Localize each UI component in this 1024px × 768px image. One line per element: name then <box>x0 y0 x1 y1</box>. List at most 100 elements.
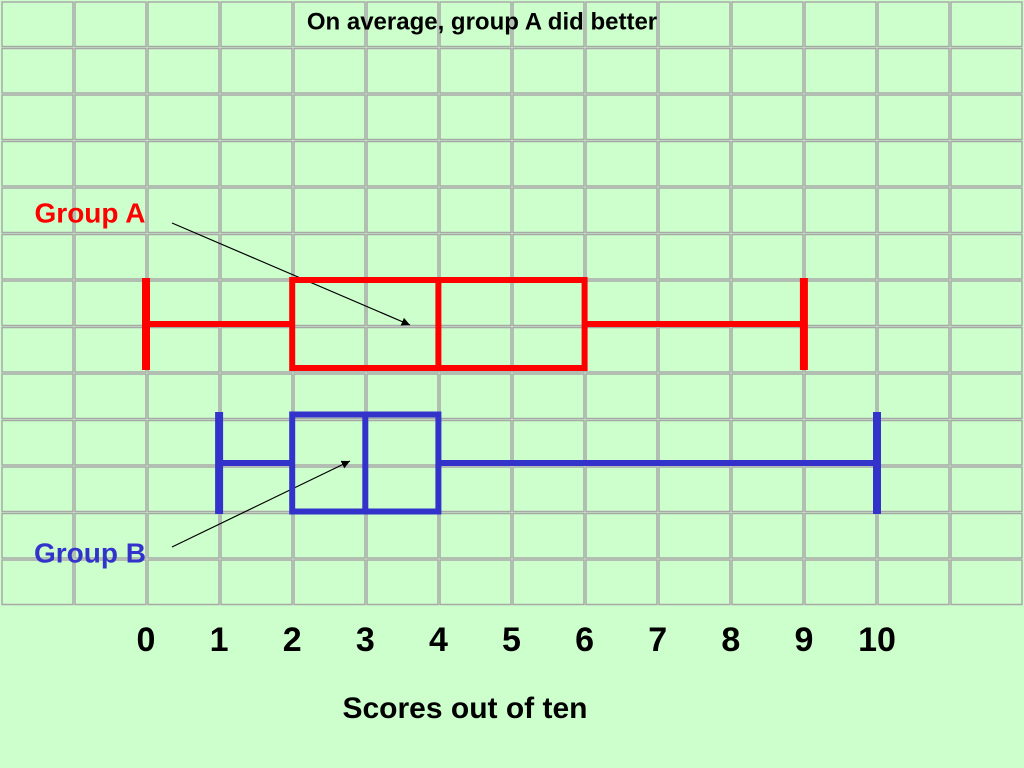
grid-cell <box>877 94 950 141</box>
grid-cell <box>1 466 74 513</box>
grid-cell <box>950 326 1023 373</box>
grid-cell <box>74 326 147 373</box>
x-tick-label: 10 <box>858 621 896 659</box>
grid-cell <box>147 373 220 420</box>
grid-cell <box>877 47 950 94</box>
grid-cell <box>147 140 220 187</box>
grid-cell <box>804 466 877 513</box>
grid-cell <box>658 466 731 513</box>
x-tick-label: 5 <box>502 621 521 659</box>
grid-cell <box>804 94 877 141</box>
grid-cell <box>950 512 1023 559</box>
grid-cell <box>804 187 877 234</box>
grid-cell <box>74 559 147 606</box>
grid-cell <box>1 512 74 559</box>
grid-cell <box>220 47 293 94</box>
grid-cell <box>512 373 585 420</box>
grid-cell <box>585 140 658 187</box>
grid-cell <box>1 47 74 94</box>
grid-cell <box>585 280 658 327</box>
grid-cell <box>293 140 366 187</box>
grid-cell <box>731 419 804 466</box>
grid-cell <box>293 373 366 420</box>
grid-cell <box>220 559 293 606</box>
grid-cell <box>147 1 220 48</box>
grid-cell <box>950 233 1023 280</box>
grid-cell <box>512 419 585 466</box>
grid-cell <box>877 419 950 466</box>
grid-cell <box>950 140 1023 187</box>
grid-cell <box>877 373 950 420</box>
arrow <box>171 460 351 548</box>
grid-cell <box>512 47 585 94</box>
grid-cell <box>512 466 585 513</box>
grid-cell <box>731 94 804 141</box>
grid-cell <box>74 466 147 513</box>
grid-cell <box>366 47 439 94</box>
grid-cell <box>1 140 74 187</box>
grid-cell <box>439 512 512 559</box>
grid-cell <box>1 373 74 420</box>
grid-cell <box>585 94 658 141</box>
grid-cell <box>220 326 293 373</box>
x-tick-label: 4 <box>429 621 448 659</box>
grid-cell <box>731 233 804 280</box>
grid-cell <box>147 419 220 466</box>
x-tick-label: 3 <box>356 621 375 659</box>
grid-cell <box>731 559 804 606</box>
grid-cell <box>366 373 439 420</box>
grid-cell <box>220 94 293 141</box>
grid-cell <box>220 187 293 234</box>
grid-cell <box>512 512 585 559</box>
grid-cell <box>585 373 658 420</box>
grid-cell <box>147 559 220 606</box>
grid-cell <box>74 373 147 420</box>
grid-cell <box>804 1 877 48</box>
grid-cell <box>1 559 74 606</box>
grid-cell <box>439 280 512 327</box>
grid-cell <box>74 140 147 187</box>
grid-cell <box>658 280 731 327</box>
grid-cell <box>366 187 439 234</box>
grid-cell <box>1 94 74 141</box>
grid-cell <box>147 233 220 280</box>
grid-cell <box>1 280 74 327</box>
grid-cell <box>439 233 512 280</box>
grid-cell <box>74 47 147 94</box>
grid-cell <box>74 233 147 280</box>
grid-cell <box>731 1 804 48</box>
x-tick-label: 8 <box>721 621 740 659</box>
grid-cell <box>147 512 220 559</box>
grid-cell <box>877 140 950 187</box>
grid-cell <box>877 326 950 373</box>
grid-cell <box>439 419 512 466</box>
grid-cell <box>366 326 439 373</box>
grid-cell <box>804 559 877 606</box>
grid-cell <box>512 233 585 280</box>
grid-cell <box>512 559 585 606</box>
grid-cell <box>439 559 512 606</box>
grid-cell <box>293 280 366 327</box>
grid-cell <box>1 326 74 373</box>
grid-cell <box>147 280 220 327</box>
grid-cell <box>731 187 804 234</box>
grid-cell <box>293 419 366 466</box>
grid-cell <box>877 233 950 280</box>
x-tick-label: 0 <box>137 621 156 659</box>
grid-cell <box>877 280 950 327</box>
grid-cell <box>220 140 293 187</box>
grid-cell <box>220 233 293 280</box>
grid-cell <box>658 373 731 420</box>
grid-cell <box>950 466 1023 513</box>
grid-cell <box>731 512 804 559</box>
grid-cell <box>293 1 366 48</box>
grid-cell <box>877 1 950 48</box>
grid-cell <box>293 187 366 234</box>
grid-cell <box>731 373 804 420</box>
grid-cell <box>731 326 804 373</box>
background-grid <box>1 1 1023 606</box>
grid-cell <box>804 512 877 559</box>
grid-cell <box>658 326 731 373</box>
grid-cell <box>293 559 366 606</box>
